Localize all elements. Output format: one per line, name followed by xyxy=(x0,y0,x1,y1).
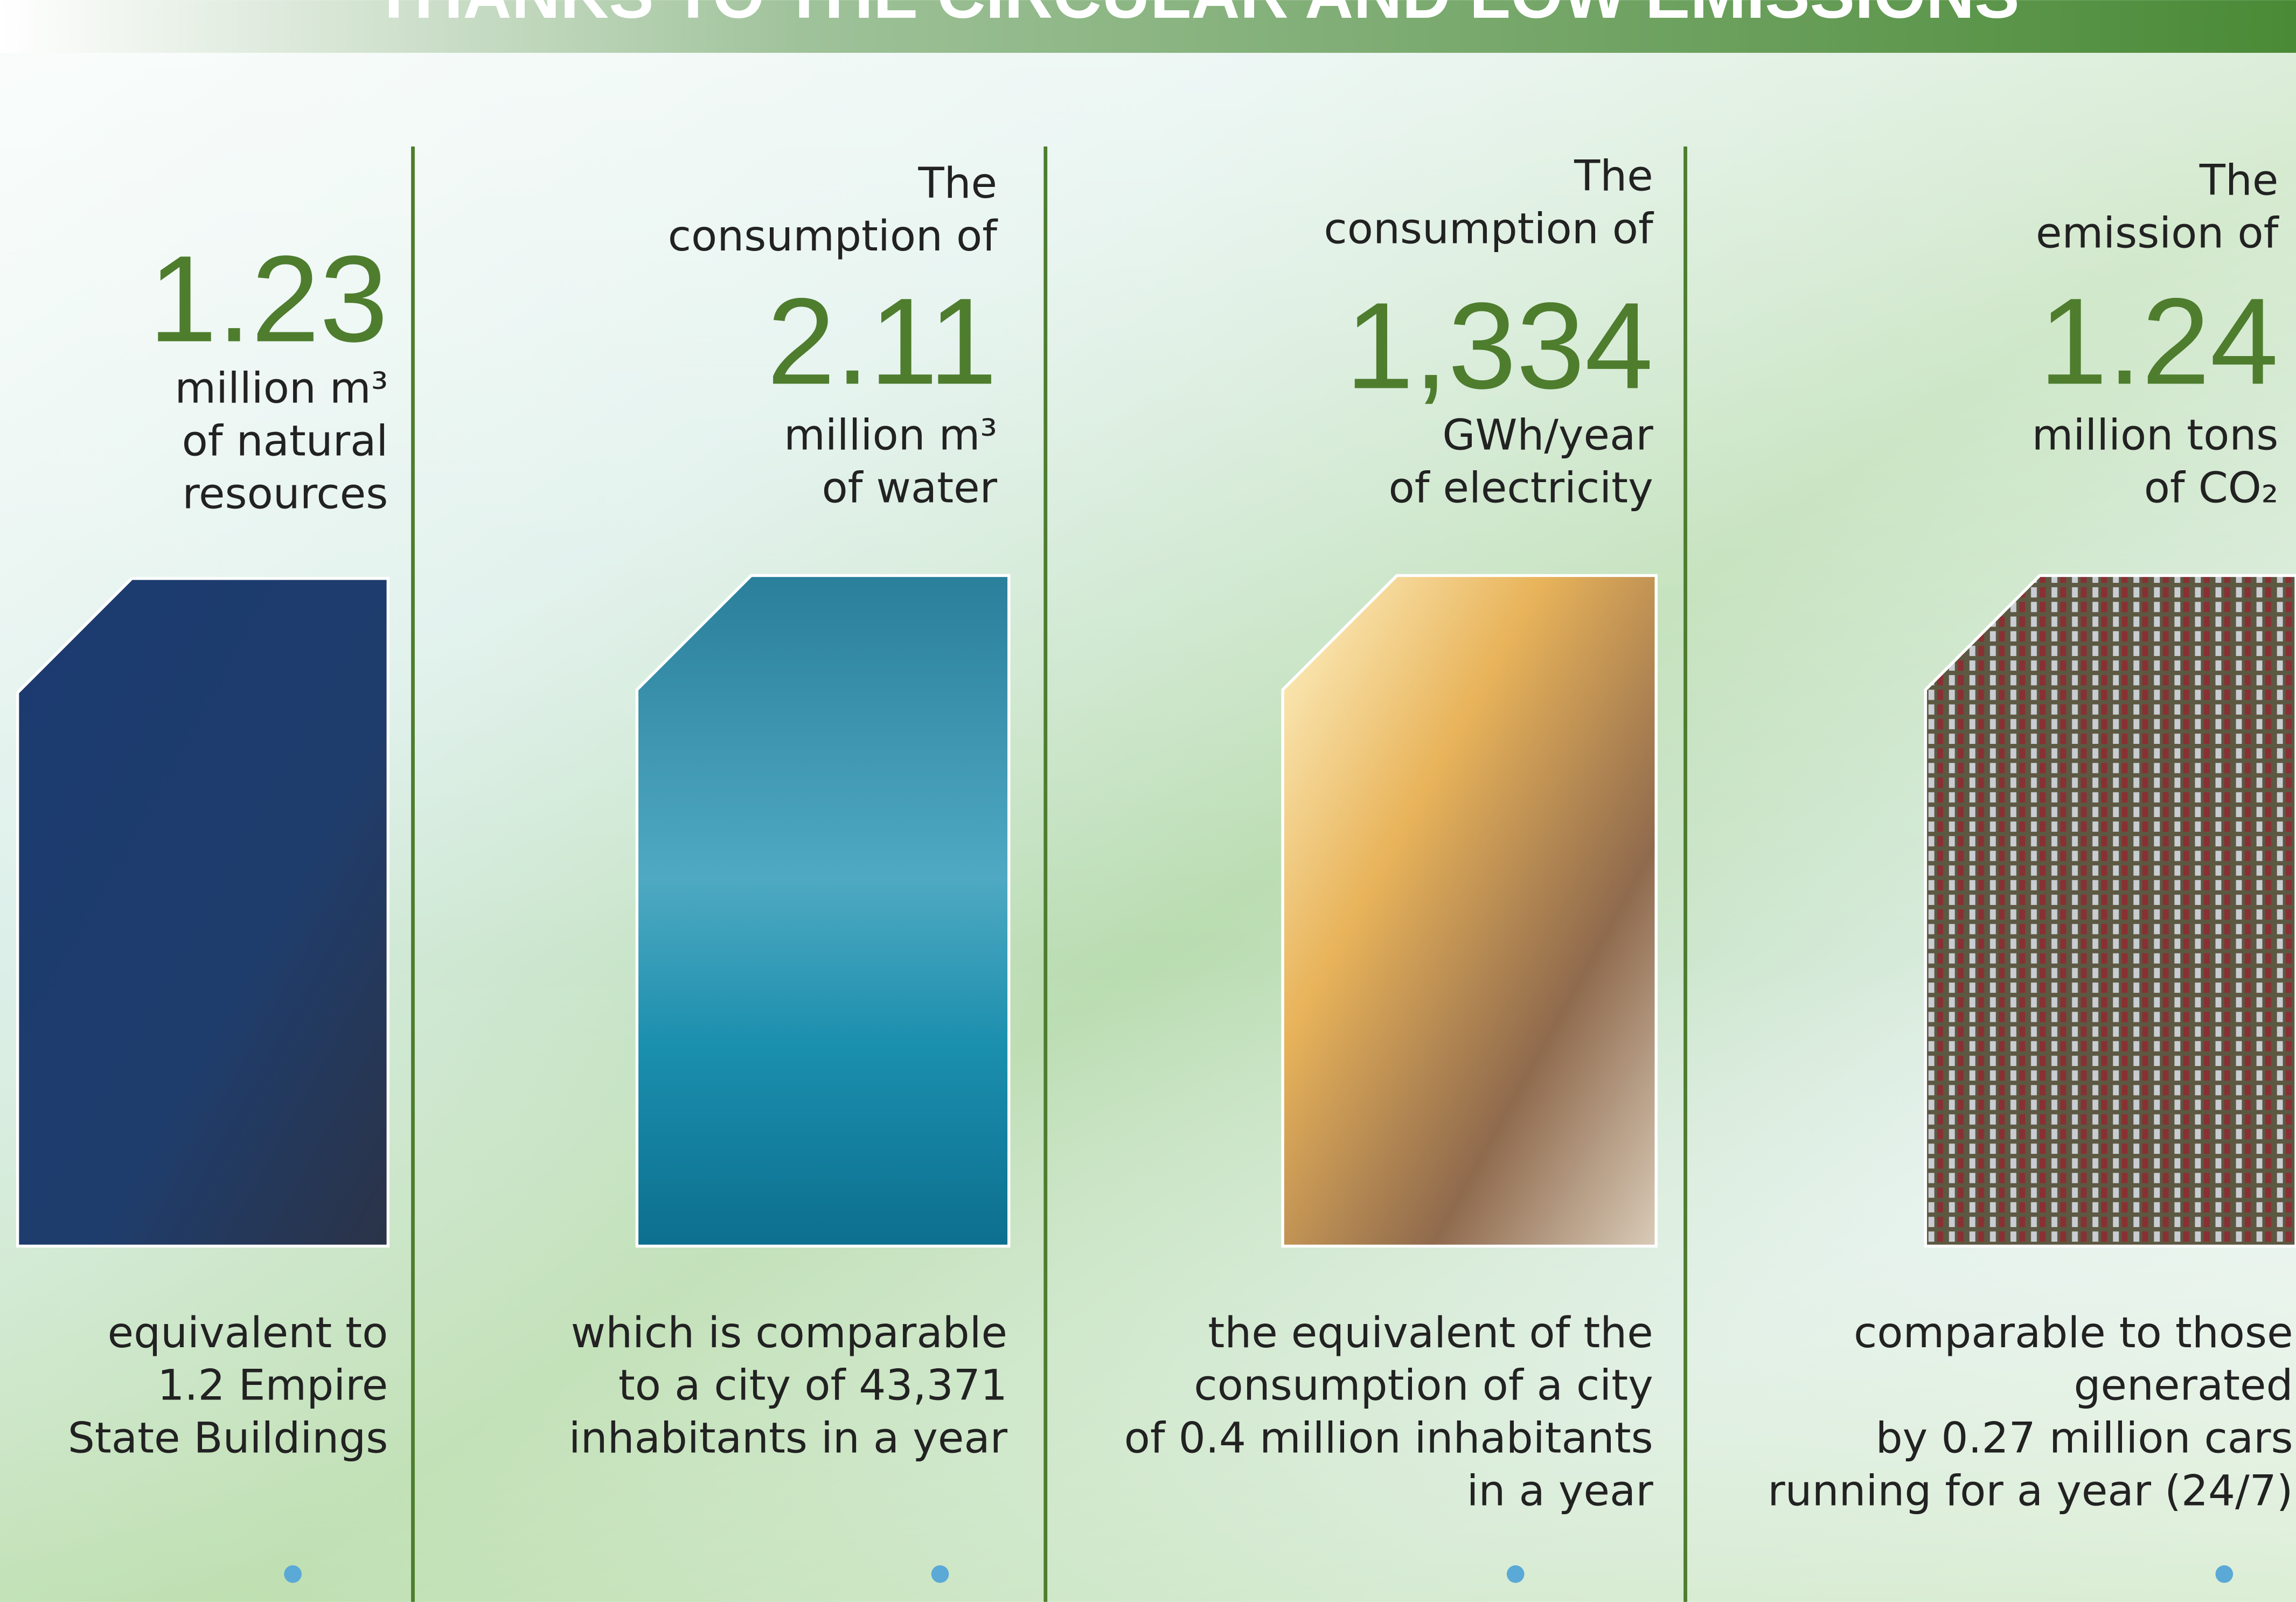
comparison-text: consumption of a city xyxy=(1194,1361,1653,1410)
intro-text: The xyxy=(2199,156,2279,205)
comparison-text: running for a year (24/7) xyxy=(1768,1466,2293,1515)
comparison-text: inhabitants in a year xyxy=(569,1413,1008,1463)
comparison-text: in a year xyxy=(1467,1466,1654,1515)
intro-text: emission of xyxy=(2036,208,2280,258)
unit-text: of natural xyxy=(182,416,388,466)
unit-text: million m³ xyxy=(784,410,997,460)
photo xyxy=(637,575,1008,1246)
unit-text: resources xyxy=(182,469,388,518)
unit-text: of electricity xyxy=(1389,463,1653,513)
unit-text: of water xyxy=(822,463,997,513)
intro-text: The xyxy=(917,158,997,208)
dot xyxy=(1507,1565,1525,1583)
intro-text: consumption of xyxy=(668,211,999,261)
unit-text: million m³ xyxy=(175,364,388,413)
intro-text: consumption of xyxy=(1324,204,1654,253)
intro-text: The xyxy=(1574,151,1653,201)
unit-text: million tons xyxy=(2032,410,2279,460)
comparison-text: 1.2 Empire xyxy=(157,1361,388,1410)
comparison-text: by 0.27 million cars xyxy=(1876,1413,2293,1463)
dot xyxy=(931,1565,949,1583)
comparison-text: State Buildings xyxy=(68,1413,388,1463)
figure-value: 2.11 xyxy=(767,273,997,410)
figure-value: 1.24 xyxy=(2039,273,2278,410)
comparison-text: the equivalent of the xyxy=(1208,1308,1653,1357)
page: THANKS TO THE CIRCULAR AND LOW EMISSIONS… xyxy=(0,0,2296,1602)
photo xyxy=(1925,575,2296,1246)
comparison-text: of 0.4 million inhabitants xyxy=(1124,1413,1653,1463)
unit-text: GWh/year xyxy=(1442,410,1653,460)
header-title: THANKS TO THE CIRCULAR AND LOW EMISSIONS xyxy=(373,0,2020,32)
dot xyxy=(284,1565,302,1583)
photo xyxy=(18,579,388,1246)
comparison-text: equivalent to xyxy=(108,1308,388,1357)
comparison-text: to a city of 43,371 xyxy=(618,1361,1007,1410)
unit-text: of CO₂ xyxy=(2144,463,2279,513)
comparison-text: generated xyxy=(2074,1361,2293,1410)
comparison-text: comparable to those xyxy=(1854,1308,2293,1357)
figure-value: 1.23 xyxy=(149,231,388,368)
infographic: THANKS TO THE CIRCULAR AND LOW EMISSIONS… xyxy=(0,0,2296,1602)
comparison-text: which is comparable xyxy=(571,1308,1007,1357)
figure-value: 1,334 xyxy=(1345,277,1653,414)
photo xyxy=(1283,575,1656,1246)
dot xyxy=(2216,1565,2234,1583)
